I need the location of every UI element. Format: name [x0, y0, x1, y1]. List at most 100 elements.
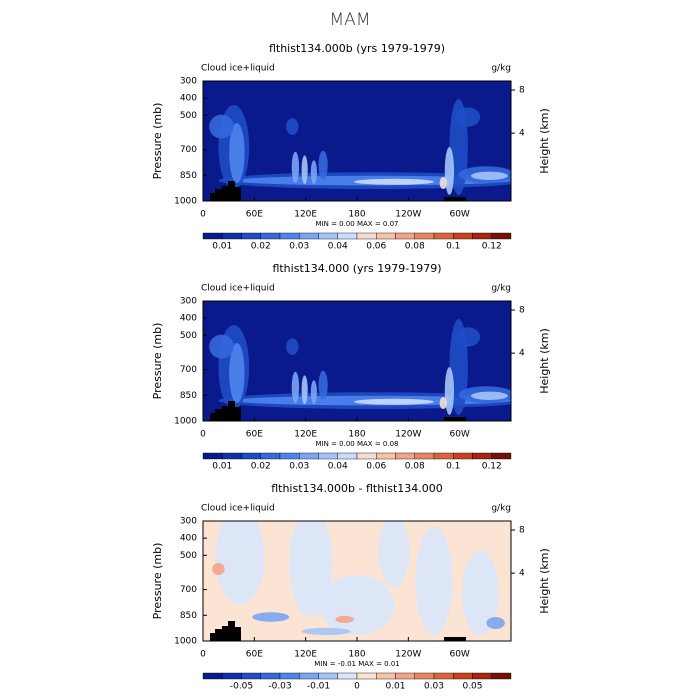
field-contour — [310, 160, 317, 185]
colorbar-box — [241, 232, 261, 240]
colorbar-box — [279, 232, 300, 240]
field-contour — [335, 615, 354, 624]
colorbar-box — [491, 452, 512, 460]
y-tick-label: 1000 — [174, 637, 197, 647]
colorbar-label: -0.05 — [230, 682, 253, 692]
colorbar-box — [337, 672, 358, 680]
x-tick-label: 60W — [449, 210, 469, 220]
y-axis-label: Pressure (mb) — [151, 543, 164, 620]
x-tick-label: 60E — [246, 650, 263, 660]
colorbar-box — [260, 232, 281, 240]
colorbar-box — [433, 452, 454, 460]
colorbar-box — [222, 232, 242, 240]
colorbar-box — [376, 672, 396, 680]
colorbar-box — [433, 672, 454, 680]
colorbar-box — [222, 452, 242, 460]
field-contour — [229, 343, 245, 403]
colorbar-box — [453, 232, 473, 240]
y-tick-label: 400 — [180, 314, 197, 324]
colorbar-box — [337, 232, 358, 240]
y2-axis-label: Height (km) — [538, 548, 551, 614]
topography — [210, 193, 217, 201]
stats: MIN = -0.01 MAX = 0.01 — [314, 660, 400, 668]
x-tick-label: 120E — [294, 430, 317, 440]
colorbar-box — [241, 452, 261, 460]
colorbar-box — [299, 672, 319, 680]
colorbar-box — [299, 452, 319, 460]
colorbar-label: 0.05 — [462, 682, 482, 692]
colorbar-label: 0.03 — [424, 682, 444, 692]
topography — [234, 407, 241, 421]
y2-tick-label: 4 — [519, 349, 525, 359]
field-contour — [444, 147, 455, 195]
topography — [228, 621, 235, 641]
topography — [215, 409, 222, 421]
field-contour — [310, 380, 317, 405]
topography — [444, 637, 466, 641]
topography — [210, 633, 217, 641]
x-tick-label: 0 — [200, 430, 206, 440]
colorbar-label: 0.01 — [385, 682, 405, 692]
field-contour — [439, 177, 447, 189]
colorbar-box — [318, 452, 338, 460]
colorbar-box — [395, 232, 415, 240]
colorbar-box — [318, 672, 338, 680]
field-contour — [229, 123, 245, 183]
y-tick-label: 700 — [180, 585, 197, 595]
colorbar-box — [222, 672, 242, 680]
topography — [210, 413, 217, 421]
field — [203, 521, 511, 641]
x-tick-label: 60W — [449, 430, 469, 440]
field-contour — [353, 398, 434, 405]
panel-title: flthist134.000b - flthist134.000 — [271, 482, 443, 495]
field-contour — [461, 551, 499, 635]
colorbar-label: 0.01 — [212, 462, 232, 472]
y-axis-label: Pressure (mb) — [151, 323, 164, 400]
field-contour — [439, 397, 447, 409]
field-contour — [286, 118, 299, 135]
panel-subtitle: Cloud ice+liquid — [201, 504, 275, 514]
colorbar-label: 0.06 — [366, 242, 386, 252]
colorbar-label: 0.04 — [328, 462, 348, 472]
y-axis-label: Pressure (mb) — [151, 103, 164, 180]
panel-units: g/kg — [491, 504, 511, 514]
x-tick-label: 0 — [200, 650, 206, 660]
colorbar-box — [453, 672, 473, 680]
field-contour — [215, 521, 265, 605]
colorbar-box — [202, 672, 223, 680]
colorbar-label: 0.03 — [289, 242, 309, 252]
colorbar-box — [491, 232, 512, 240]
y2-tick-label: 8 — [519, 526, 525, 536]
colorbar-box — [356, 672, 377, 680]
field-contour — [212, 563, 225, 575]
topography — [215, 629, 222, 641]
x-tick-label: 120W — [395, 650, 421, 660]
field-contour — [291, 371, 300, 403]
colorbar-box — [472, 672, 492, 680]
y2-axis-label: Height (km) — [538, 108, 551, 174]
field-contour — [301, 627, 351, 636]
field-contour — [291, 151, 300, 183]
field — [203, 301, 511, 421]
y-tick-label: 500 — [180, 331, 197, 341]
colorbar-box — [260, 672, 281, 680]
colorbar-box — [241, 672, 261, 680]
y-tick-label: 700 — [180, 365, 197, 375]
colorbar-label: 0.12 — [482, 242, 502, 252]
y-tick-label: 300 — [180, 517, 197, 527]
y2-tick-label: 8 — [519, 86, 525, 96]
field-contour — [209, 114, 234, 139]
field-contour — [209, 334, 234, 359]
y2-axis-label: Height (km) — [538, 328, 551, 394]
colorbar-box — [472, 452, 492, 460]
y-tick-label: 400 — [180, 534, 197, 544]
colorbar-box — [279, 672, 300, 680]
y-tick-label: 1000 — [174, 417, 197, 427]
field-contour — [318, 150, 328, 180]
y-tick-label: 400 — [180, 94, 197, 104]
colorbar-label: -0.03 — [268, 682, 291, 692]
colorbar-box — [414, 452, 435, 460]
y-tick-label: 850 — [180, 391, 197, 401]
field-contour — [353, 178, 434, 185]
field-contour — [252, 612, 290, 622]
